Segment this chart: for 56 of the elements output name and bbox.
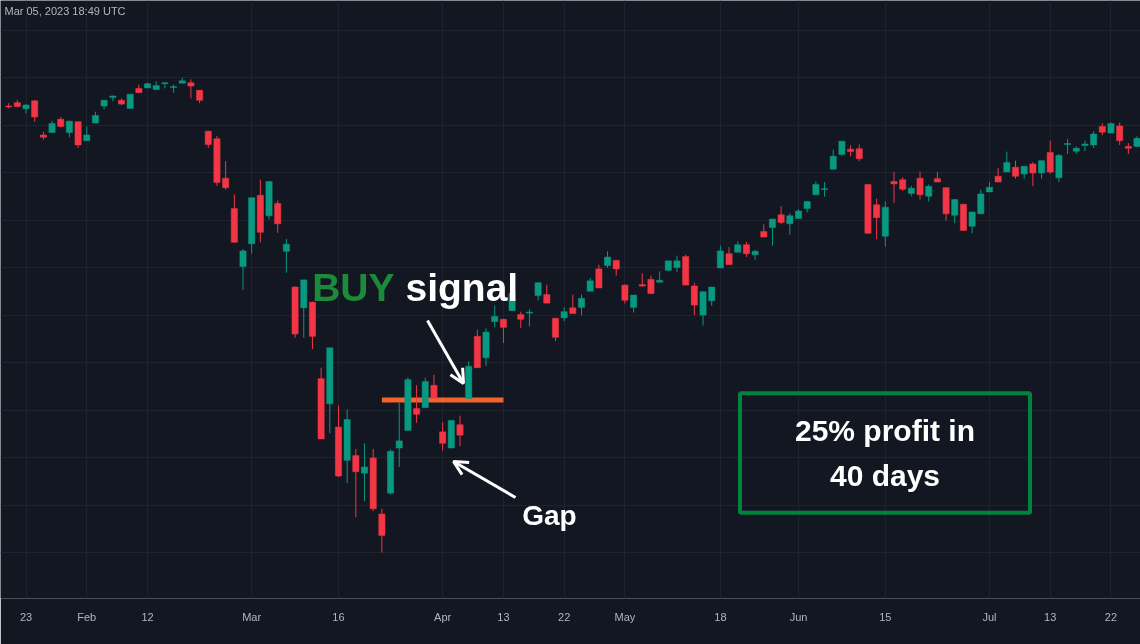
x-tick-label: 18 — [714, 610, 727, 623]
annotation: Gap — [522, 500, 577, 531]
x-tick-label: 13 — [1044, 610, 1057, 623]
candlestick — [595, 264, 603, 289]
annotation: 25% profit in 40 days — [794, 414, 976, 492]
x-tick-label: 23 — [19, 610, 33, 623]
candlestick — [283, 238, 290, 274]
candlestick — [690, 282, 698, 316]
text: Mar 05, 2023 18:49 UTC — [4, 4, 126, 17]
x-tick-label: Jun — [789, 610, 808, 623]
x-tick-label: 15 — [879, 610, 892, 623]
candlestick — [500, 318, 507, 344]
candlestick — [1055, 153, 1063, 183]
candlestick — [456, 415, 464, 447]
candlestick — [829, 149, 837, 170]
candlestick — [951, 199, 959, 224]
candlestick — [578, 294, 585, 316]
candlestick — [1038, 160, 1045, 180]
x-tick-label: Jul — [982, 610, 997, 623]
candlestick — [1012, 160, 1019, 180]
x-tick-label: 22 — [558, 610, 571, 623]
candlestick — [769, 218, 776, 247]
candlestick — [751, 249, 759, 261]
candlestick — [430, 374, 438, 399]
candlestick — [916, 171, 924, 201]
x-tick-label: Feb — [77, 610, 97, 623]
candlestick — [543, 284, 551, 304]
candlestick — [717, 245, 724, 269]
candlestick — [994, 167, 1002, 183]
candlestick — [161, 81, 169, 89]
candlestick — [31, 99, 39, 123]
x-tick-label: Apr — [434, 610, 452, 623]
annotation: BUY signal — [312, 266, 519, 309]
candlestick — [352, 448, 360, 518]
candlestick — [1003, 151, 1011, 173]
x-tick-label: Mar — [242, 610, 262, 623]
candlestick — [777, 205, 785, 225]
candlestick — [413, 384, 420, 424]
candlestick — [187, 78, 195, 99]
x-tick-label: 16 — [332, 610, 345, 623]
candlestick — [439, 421, 447, 451]
x-tick-label: May — [614, 610, 636, 623]
candlestick — [1029, 161, 1037, 187]
candlestick — [361, 442, 368, 502]
candlestick — [274, 200, 282, 234]
x-tick-label: 13 — [497, 610, 510, 623]
candlestick — [74, 120, 82, 149]
x-tick-label: 22 — [1104, 610, 1118, 623]
candlestick — [1116, 122, 1124, 146]
candlestick — [239, 248, 247, 291]
candlestick — [569, 294, 577, 315]
candlestick — [1046, 140, 1054, 175]
candlestick — [395, 402, 403, 468]
candlestick — [621, 284, 629, 305]
candlestick — [378, 508, 386, 553]
x-tick-label: 12 — [141, 610, 154, 623]
